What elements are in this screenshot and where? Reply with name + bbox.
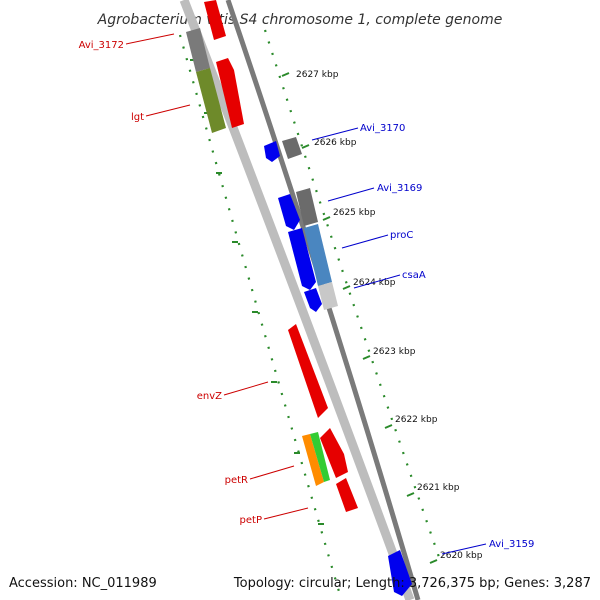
gene-label-petp: petP [240, 515, 262, 526]
gene-label-avi-3172: Avi_3172 [79, 40, 124, 51]
scale-label-2625: 2625 kbp [333, 208, 376, 218]
gene-label-proc: proC [390, 230, 413, 241]
gene-label-petr: petR [225, 475, 248, 486]
gene-proc [304, 224, 332, 286]
gene-avi-3172 [186, 28, 210, 72]
scale-label-2627: 2627 kbp [296, 70, 339, 80]
gene-label-avi-3170: Avi_3170 [360, 123, 405, 134]
gene-label-lgt: lgt [131, 112, 144, 123]
gene-petr-partner [320, 428, 348, 478]
outer-scale-arc [178, 34, 342, 596]
gene-upper-red [204, 0, 226, 40]
gene-avi-3159 [388, 550, 412, 596]
accession-text: Accession: NC_011989 [9, 576, 157, 591]
gene-avi-3170-a [264, 141, 280, 162]
gene-avi-3169-a [278, 194, 300, 230]
gene-lgt [196, 68, 226, 133]
gene-label-avi-3159: Avi_3159 [489, 539, 534, 550]
gene-label-avi-3169: Avi_3169 [377, 183, 422, 194]
left-gene-labels: Avi_3172 lgt envZ petR petP [79, 33, 309, 526]
gene-features [186, 0, 412, 596]
gene-label-envz: envZ [197, 391, 222, 402]
scale-label-2624: 2624 kbp [353, 278, 396, 288]
genome-summary-text: Topology: circular; Length: 3,726,375 bp… [233, 576, 591, 591]
backbone-shadow [179, 0, 415, 600]
gene-lgt-partner [216, 58, 244, 128]
gene-label-csaa: csaA [402, 270, 426, 281]
gene-csaa [318, 282, 338, 310]
gene-avi-3169 [296, 188, 318, 226]
gene-avi-3170 [282, 137, 302, 159]
scale-label-2622: 2622 kbp [395, 415, 438, 425]
scale-label-2620: 2620 kbp [440, 551, 483, 561]
gene-csaa-a [304, 288, 322, 312]
scale-labels: 2627 kbp 2626 kbp 2625 kbp 2624 kbp 2623… [296, 70, 483, 561]
map-title: Agrobacterium vitis S4 chromosome 1, com… [97, 12, 503, 28]
inner-scale-ticks [281, 72, 438, 564]
right-gene-labels: Avi_3170 Avi_3169 proC csaA Avi_3159 [311, 123, 534, 555]
scale-label-2623: 2623 kbp [373, 347, 416, 357]
scale-label-2621: 2621 kbp [417, 483, 460, 493]
outer-scale-ticks [190, 59, 324, 525]
gene-petp [336, 478, 358, 512]
gene-petr-orange [302, 434, 324, 486]
scale-label-2626: 2626 kbp [314, 138, 357, 148]
inner-scale-arc [263, 29, 442, 561]
gene-petr-green [310, 432, 330, 482]
gene-proc-partner [288, 228, 316, 290]
gene-envz [288, 324, 328, 418]
